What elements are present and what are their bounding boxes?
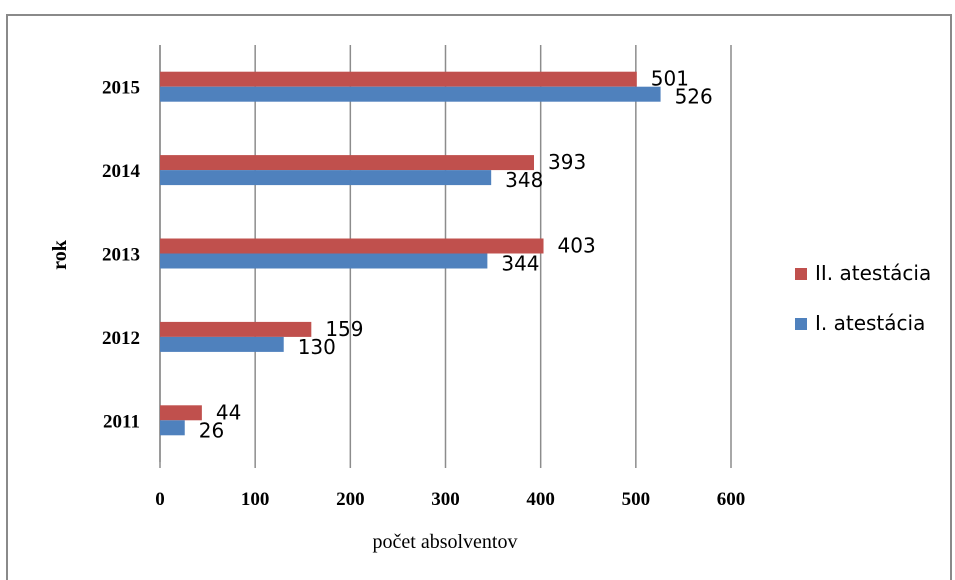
legend-swatch: [795, 268, 807, 280]
bar-2014-series-2: [160, 170, 492, 186]
data-label: 130: [298, 335, 336, 359]
y-tick-label: 2011: [103, 411, 140, 432]
data-label: 344: [501, 252, 539, 276]
x-tick-label: 500: [622, 489, 651, 510]
x-tick-labels: 0 100 200 300 400 500 600: [155, 489, 745, 510]
bar-2011-series-2: [160, 420, 185, 436]
bar-2011-series-1: [160, 405, 202, 421]
bars: [160, 71, 661, 436]
bar-2013-series-2: [160, 253, 488, 269]
data-label: 501: [651, 67, 689, 91]
x-tick-label: 100: [241, 489, 270, 510]
legend-swatch: [795, 318, 807, 330]
x-tick-label: 200: [336, 489, 365, 510]
x-axis-label: počet absolventov: [373, 531, 518, 553]
y-tick-label: 2014: [102, 161, 141, 182]
legend-label: I. atestácia: [815, 311, 925, 335]
data-label: 393: [548, 150, 586, 174]
bar-2012-series-1: [160, 321, 312, 337]
x-tick-label: 400: [526, 489, 555, 510]
y-axis-label: rok: [49, 239, 71, 270]
bar-2012-series-2: [160, 336, 284, 352]
data-label: 26: [199, 418, 224, 442]
y-tick-label: 2012: [102, 328, 140, 349]
x-tick-label: 0: [155, 489, 165, 510]
data-label: 403: [558, 234, 596, 258]
y-tick-label: 2015: [102, 78, 140, 99]
data-label: 159: [325, 317, 363, 341]
data-label: 526: [675, 85, 713, 109]
bar-2013-series-1: [160, 238, 544, 254]
x-tick-label: 600: [717, 489, 746, 510]
data-label: 44: [216, 400, 241, 424]
bar-2014-series-1: [160, 155, 535, 171]
bar-2015-series-1: [160, 71, 637, 87]
y-tick-labels: 2011 2012 2013 2014 2015: [102, 78, 141, 433]
bar-2015-series-2: [160, 86, 661, 102]
x-tick-label: 300: [431, 489, 460, 510]
data-label: 348: [505, 168, 543, 192]
legend: II. atestácia I. atestácia: [795, 261, 931, 335]
chart-frame: [6, 14, 952, 580]
y-tick-label: 2013: [102, 245, 140, 266]
legend-label: II. atestácia: [815, 261, 931, 285]
